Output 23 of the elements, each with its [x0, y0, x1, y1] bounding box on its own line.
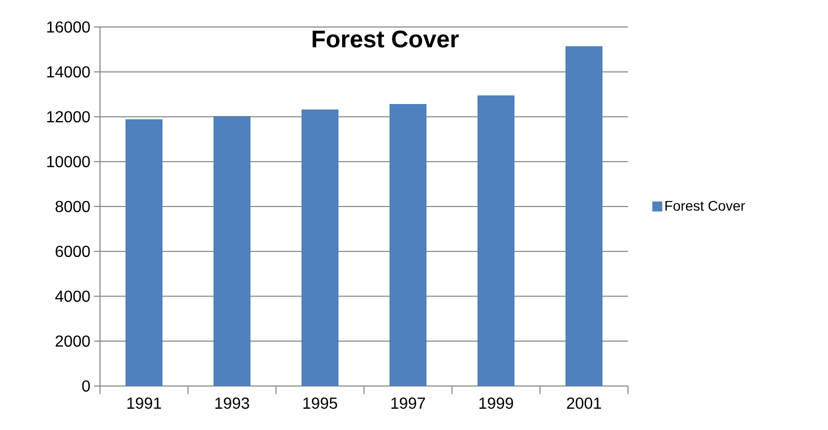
bar — [390, 104, 426, 386]
x-tick-label: 2001 — [567, 398, 601, 409]
bar — [126, 119, 163, 386]
x-tick-label: 1991 — [127, 398, 162, 409]
bar — [214, 116, 251, 386]
bar — [565, 46, 602, 386]
y-tick-label: 6000 — [56, 246, 90, 258]
x-tick-label: 1993 — [215, 398, 250, 409]
y-tick-label: 10000 — [47, 156, 90, 168]
bar — [478, 95, 514, 386]
y-tick-label: 12000 — [47, 111, 90, 122]
x-tick-label: 1995 — [303, 398, 338, 409]
bar — [302, 110, 339, 386]
y-tick-label: 2000 — [56, 335, 90, 347]
chart-title: Forest Cover — [312, 30, 459, 48]
x-tick-label: 1999 — [479, 398, 514, 409]
y-tick-label: 8000 — [56, 200, 90, 212]
y-tick-label: 14000 — [47, 66, 90, 78]
y-tick-label: 16000 — [47, 21, 90, 33]
x-tick-label: 1997 — [391, 398, 425, 409]
legend-label: Forest Cover — [665, 200, 745, 211]
y-tick-label: 0 — [82, 380, 90, 392]
y-tick-label: 4000 — [55, 290, 90, 302]
